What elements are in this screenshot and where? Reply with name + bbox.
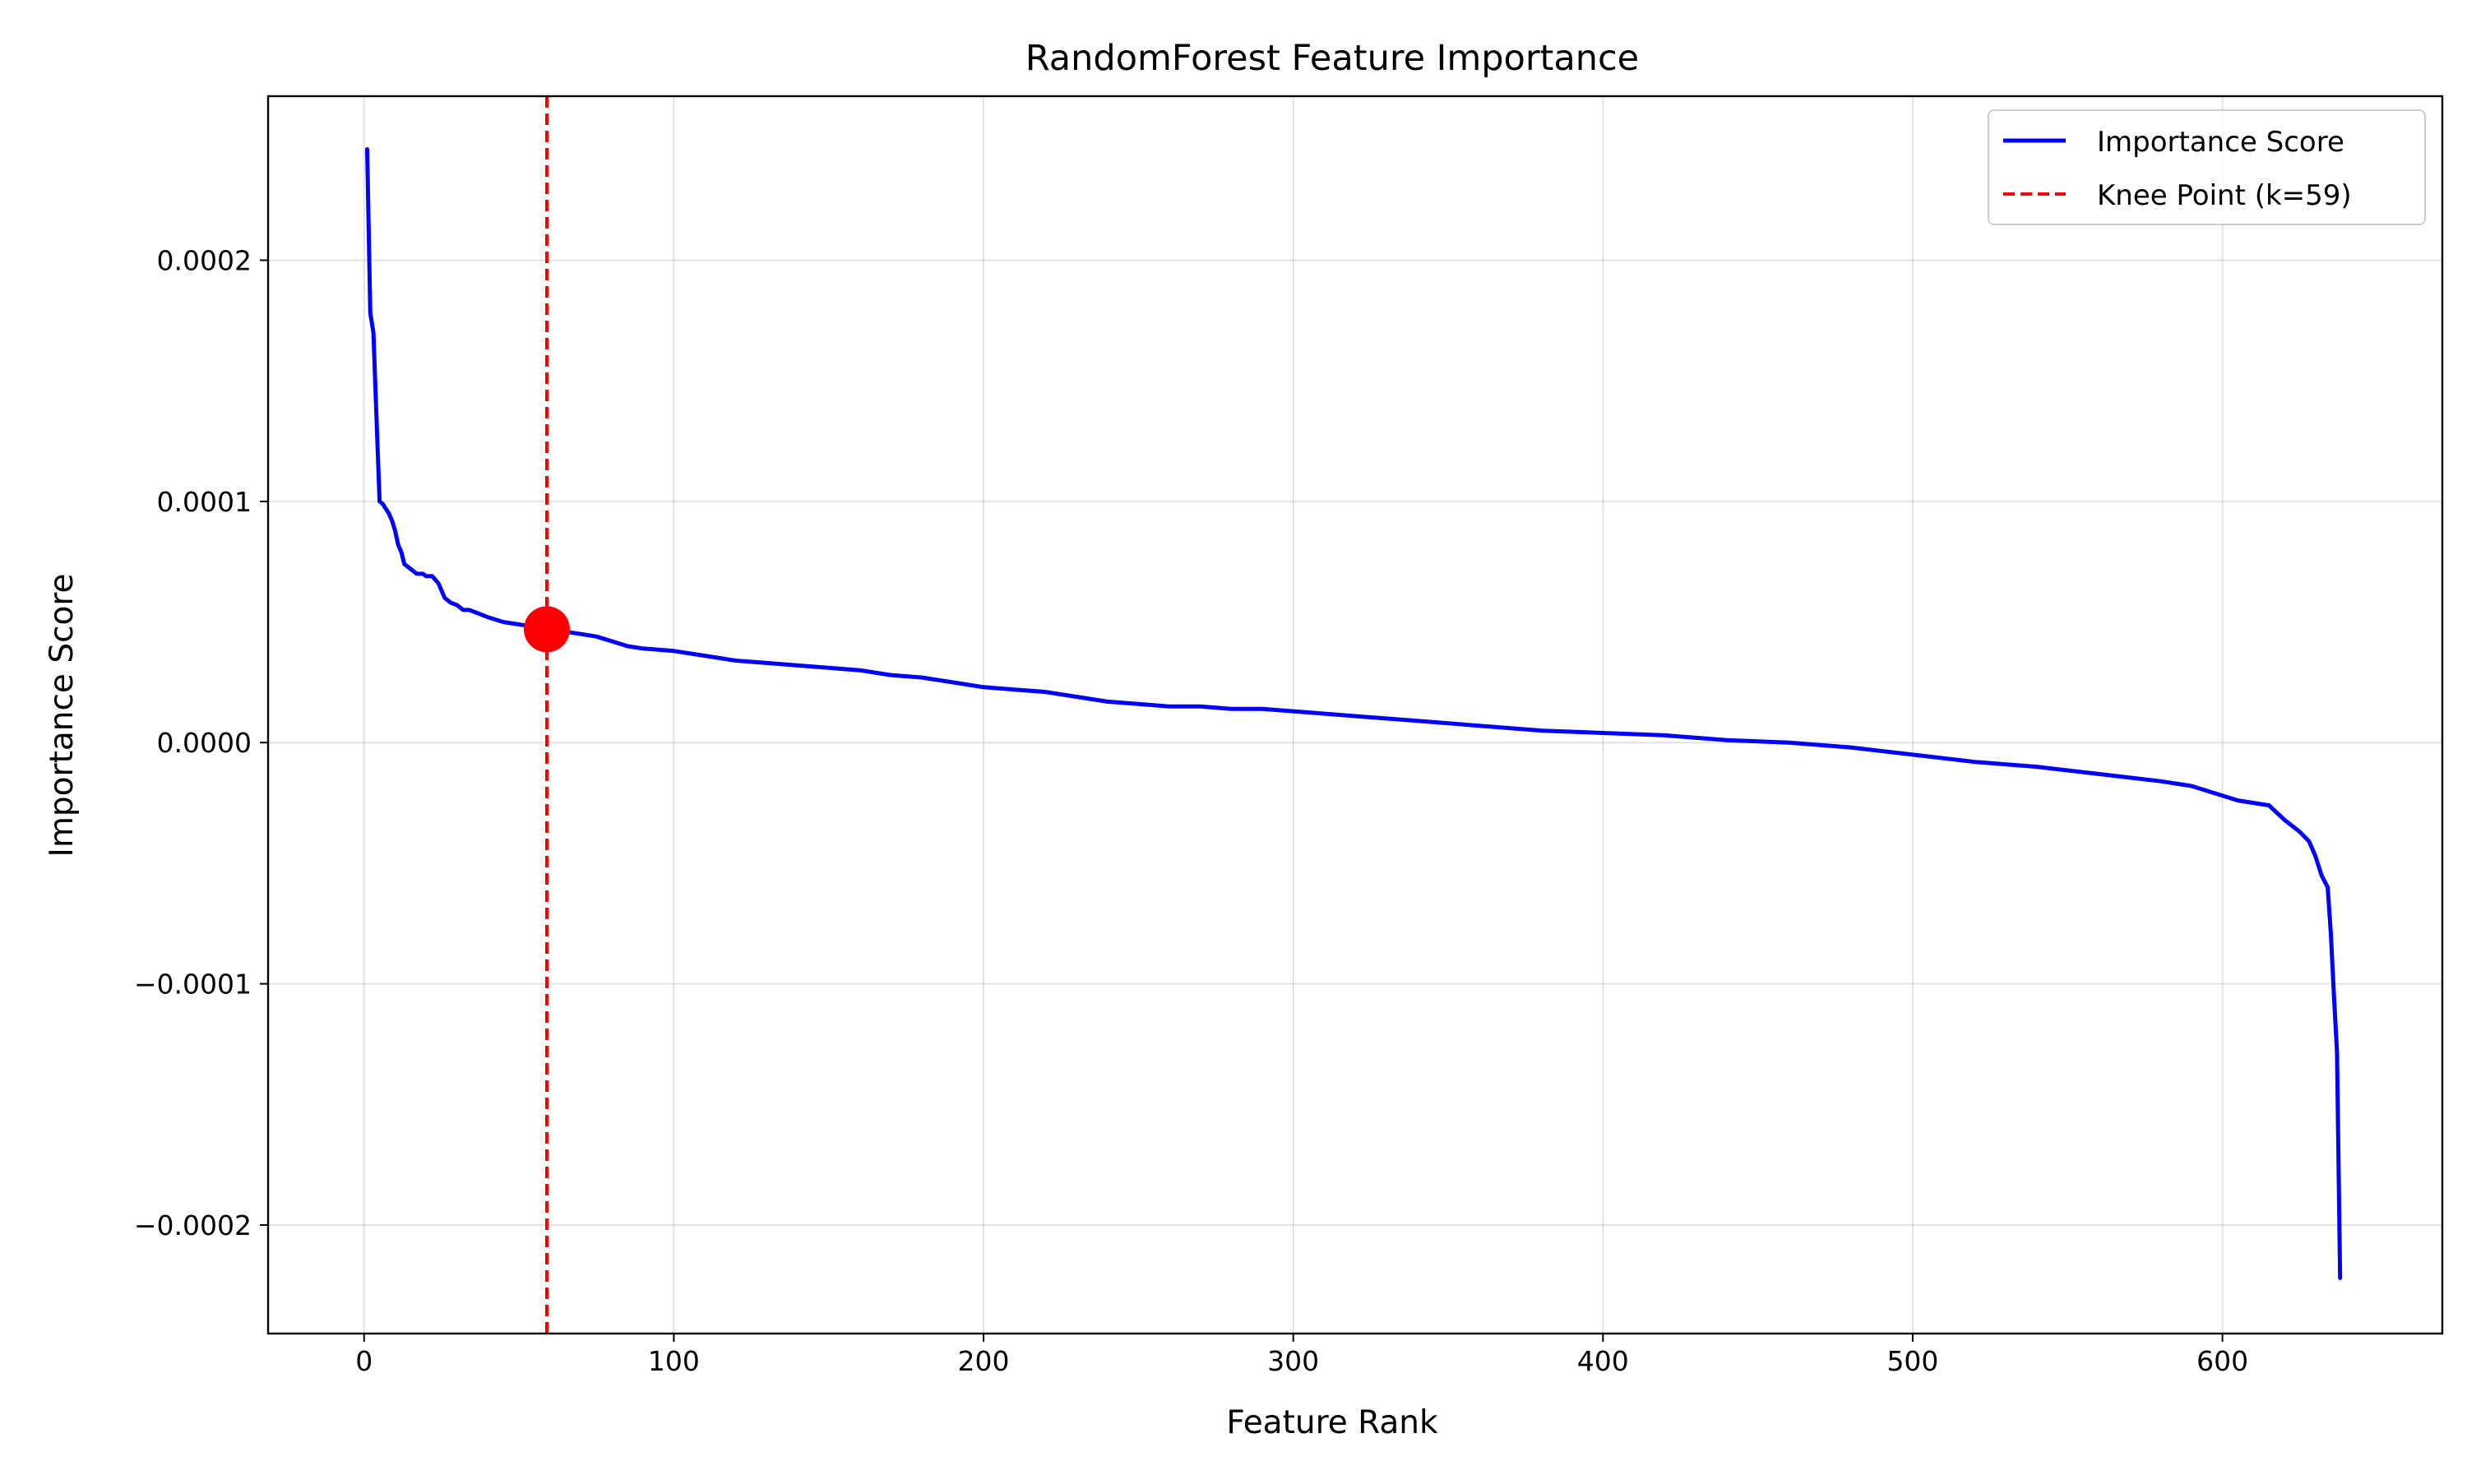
y-tick-label: −0.0002 <box>134 1209 252 1241</box>
x-tick-label: 100 <box>648 1345 700 1377</box>
y-axis-label: Importance Score <box>44 573 81 857</box>
legend: Importance Score Knee Point (k=59) <box>1988 109 2426 225</box>
x-tick-label: 200 <box>958 1345 1010 1377</box>
axis-ticks: 0 100 200 300 400 500 600 −0.0002 −0.0001 0.0000 0… <box>134 244 2248 1377</box>
plot-area <box>365 96 2343 1334</box>
importance-score-line <box>365 147 2343 1280</box>
y-tick-label: 0.0001 <box>157 486 252 518</box>
grid <box>268 96 2442 1334</box>
x-tick-label: 500 <box>1886 1345 1938 1377</box>
x-axis-label: Feature Rank <box>1226 1404 1438 1441</box>
x-tick-label: 600 <box>2196 1345 2248 1377</box>
x-tick-label: 300 <box>1267 1345 1319 1377</box>
chart-title: RandomForest Feature Importance <box>1025 38 1639 79</box>
axes-frame <box>266 95 2444 1335</box>
legend-box <box>1988 109 2426 225</box>
y-tick-label: 0.0002 <box>157 244 252 276</box>
x-tick-label: 0 <box>355 1345 373 1377</box>
y-tick-label: 0.0000 <box>157 727 252 759</box>
y-tick-label: −0.0001 <box>134 969 252 1001</box>
x-tick-label: 400 <box>1577 1345 1629 1377</box>
legend-label-knee-point: Knee Point (k=59) <box>2097 179 2352 212</box>
legend-label-importance-score: Importance Score <box>2097 126 2344 159</box>
knee-point-marker <box>523 606 570 653</box>
